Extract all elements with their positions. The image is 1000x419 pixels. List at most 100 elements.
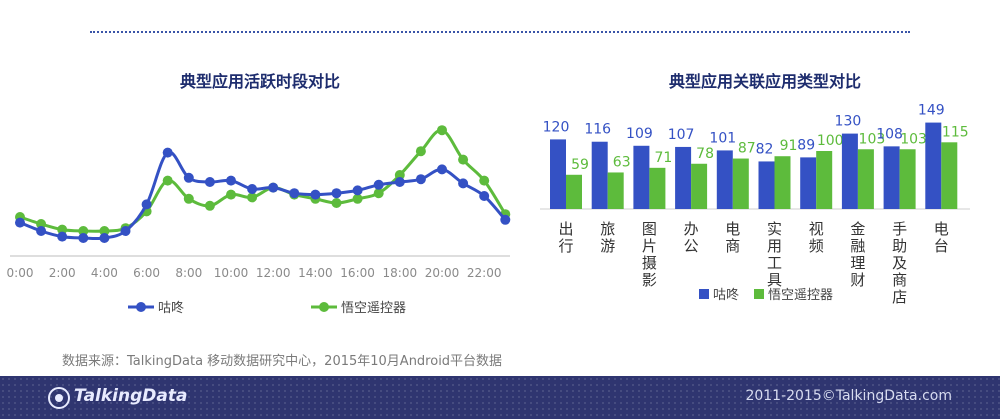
bar-value-label: 108 (876, 126, 903, 142)
data-point (36, 226, 47, 236)
x-tick-label: 4:00 (91, 266, 118, 280)
data-point (99, 226, 110, 236)
category-label: 旅游 (600, 220, 615, 255)
data-point (373, 179, 384, 190)
data-source-note: 数据来源：TalkingData 移动数据研究中心，2015年10月Androi… (62, 354, 503, 369)
data-point (310, 189, 321, 200)
x-tick-label: 12:00 (256, 266, 291, 280)
data-point (247, 192, 258, 203)
data-point (458, 178, 469, 189)
talkingdata-logo-icon (48, 387, 70, 409)
bar (732, 158, 749, 209)
x-tick-label: 6:00 (133, 266, 160, 280)
bar (716, 150, 733, 209)
bar (941, 142, 958, 209)
data-point (331, 198, 342, 208)
data-point (247, 184, 258, 194)
legend-label: 悟空遥控器 (768, 288, 833, 303)
bar (925, 122, 942, 209)
data-point (78, 233, 89, 243)
bar-value-label: 109 (626, 126, 653, 142)
legend-item: 咕咚 (128, 300, 184, 316)
bar (816, 151, 833, 209)
copyright-text: 2011-2015©TalkingData.com (745, 388, 952, 404)
data-point (500, 214, 511, 225)
data-point (120, 226, 131, 236)
bar (591, 141, 608, 209)
bar (899, 149, 916, 209)
top-dotted-divider (90, 31, 910, 33)
bar-value-label: 115 (942, 124, 969, 140)
data-point (394, 177, 405, 187)
category-label: 图片摄影 (642, 220, 657, 289)
data-point (57, 231, 68, 242)
legend-label: 咕咚 (713, 287, 739, 303)
data-point (57, 224, 68, 235)
data-point (437, 125, 447, 136)
bar-value-label: 71 (654, 150, 672, 166)
category-label: 实用工具 (767, 220, 782, 289)
data-point (162, 175, 173, 186)
category-label: 出行 (558, 220, 573, 255)
x-tick-label: 18:00 (383, 266, 418, 280)
bar (883, 146, 900, 209)
legend-label: 咕咚 (158, 300, 184, 316)
bar-chart-title: 典型应用关联应用类型对比 (669, 72, 861, 91)
bar (800, 157, 817, 209)
bar-value-label: 63 (613, 154, 631, 170)
bar-value-label: 103 (900, 131, 927, 147)
data-point (36, 219, 47, 229)
x-tick-label: 20:00 (425, 266, 460, 280)
data-point (183, 193, 194, 204)
category-label: 电台 (934, 220, 949, 255)
data-point (141, 199, 152, 210)
bar (774, 156, 791, 209)
line-chart-title: 典型应用活跃时段对比 (180, 72, 340, 91)
bar-value-label: 101 (709, 130, 736, 146)
bar-value-label: 82 (756, 141, 774, 157)
data-point (479, 175, 490, 186)
footer-bar: TalkingData 2011-2015©TalkingData.com (0, 376, 1000, 419)
data-point (204, 200, 215, 211)
x-tick-label: 14:00 (298, 266, 333, 280)
bar (649, 167, 666, 209)
bar-value-label: 59 (571, 157, 589, 173)
category-label: 金融理财 (850, 220, 865, 289)
bar (607, 172, 624, 209)
bar (566, 174, 582, 209)
category-label: 手助及商店 (892, 220, 907, 306)
bar-value-label: 149 (918, 103, 945, 119)
bar (675, 146, 692, 209)
series-line (19, 150, 507, 241)
bar-value-label: 130 (835, 114, 862, 130)
data-point (479, 191, 490, 201)
legend-item: 咕咚 (699, 287, 739, 303)
data-point (99, 233, 110, 243)
data-point (183, 172, 194, 183)
legend-item: 悟空遥控器 (754, 288, 833, 303)
legend-item: 悟空遥控器 (311, 301, 406, 316)
data-point (78, 226, 89, 236)
data-point (415, 146, 426, 157)
bar (550, 139, 566, 209)
data-point (268, 182, 279, 193)
series-line (19, 128, 507, 233)
data-point (437, 164, 447, 175)
data-point (352, 193, 363, 204)
data-point (226, 189, 236, 200)
data-point (226, 175, 236, 186)
data-point (394, 170, 405, 180)
bar-value-label: 103 (859, 131, 886, 147)
data-point (331, 188, 342, 199)
data-point (415, 174, 426, 185)
bar-value-label: 120 (543, 119, 570, 135)
bar-value-label: 87 (738, 141, 756, 157)
data-point (204, 177, 215, 187)
x-tick-label: 16:00 (340, 266, 375, 280)
data-point (458, 154, 469, 165)
x-tick-label: 8:00 (175, 266, 202, 280)
footer-pattern (0, 376, 1000, 419)
bar (841, 133, 858, 209)
x-tick-label: 10:00 (214, 266, 249, 280)
